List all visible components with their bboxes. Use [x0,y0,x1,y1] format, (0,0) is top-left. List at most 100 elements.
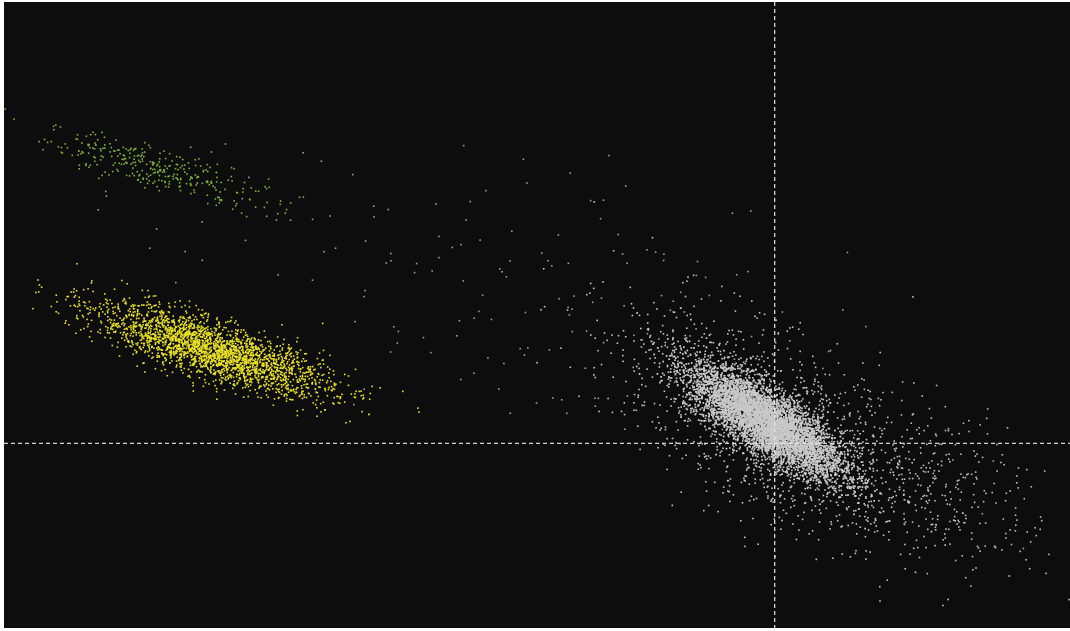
data-point [166,336,169,338]
data-point [175,340,177,342]
data-point [242,350,244,352]
data-point [160,330,163,333]
data-point [277,375,280,377]
data-point [229,359,231,361]
data-point [257,346,260,349]
data-point [152,295,155,297]
data-point [219,336,221,339]
data-point [111,323,113,326]
data-point [220,370,222,373]
data-point [210,151,213,153]
data-point [268,368,270,370]
data-point [201,314,204,317]
data-point [249,343,251,345]
data-point [203,378,206,381]
data-point [289,353,292,355]
data-point [246,339,248,342]
data-point [140,314,143,317]
data-point [170,339,173,342]
data-point [253,371,256,373]
data-point [314,403,317,406]
data-point [178,359,180,362]
data-point [274,380,277,383]
data-point [164,353,166,355]
data-point [265,382,268,385]
data-point [131,313,133,316]
data-point [250,369,253,371]
data-point [178,182,181,184]
data-point [238,338,240,341]
data-point [136,155,139,157]
data-point [277,390,280,393]
data-point [256,370,258,373]
data-point [202,329,204,331]
data-point [354,396,357,399]
data-point [235,360,237,363]
data-point [246,379,248,382]
data-point [156,336,159,338]
data-point [193,356,196,358]
data-point [114,330,117,332]
data-point [139,347,142,350]
data-point [237,360,239,362]
data-point [123,328,126,330]
data-point [219,348,221,351]
data-point [181,340,183,342]
data-point [130,163,132,165]
data-point [175,155,178,158]
data-point [100,320,102,323]
data-point [358,390,361,393]
data-point [323,388,326,390]
data-point [230,319,232,322]
data-point [203,344,206,347]
data-point [239,346,241,348]
data-point [235,329,237,331]
data-point [258,331,260,334]
data-point [156,356,158,358]
data-point [169,350,171,353]
data-point [151,306,153,308]
data-point [290,372,293,374]
data-point [167,328,169,331]
data-point [282,374,284,377]
data-point [175,326,178,328]
data-point [202,344,204,346]
data-point [266,340,269,343]
data-point [297,387,299,389]
data-point [189,178,191,181]
data-point [315,399,318,401]
data-point [73,304,76,306]
data-point [132,311,135,314]
data-point [251,352,254,354]
data-point [318,381,321,384]
data-point [236,349,238,352]
data-point [317,363,320,366]
data-point [218,341,220,343]
data-point [239,354,241,356]
data-point [130,328,132,331]
data-point [188,327,191,330]
data-point [166,345,169,348]
data-point [155,325,158,328]
data-point [210,371,212,373]
data-point [266,376,269,378]
data-point [113,331,115,333]
data-point [288,354,291,356]
data-point [195,355,197,358]
data-point [224,352,227,354]
data-point [232,337,235,339]
data-point [188,300,191,303]
data-point [307,366,310,368]
data-point [233,340,236,343]
data-point [214,327,217,330]
data-point [174,301,177,303]
data-point [152,161,154,163]
data-point [216,353,218,356]
data-point [226,357,229,359]
data-point [235,345,237,348]
data-point [203,355,206,357]
data-point [227,330,230,333]
data-point [235,348,238,351]
data-point [138,173,141,176]
data-point [123,323,126,325]
